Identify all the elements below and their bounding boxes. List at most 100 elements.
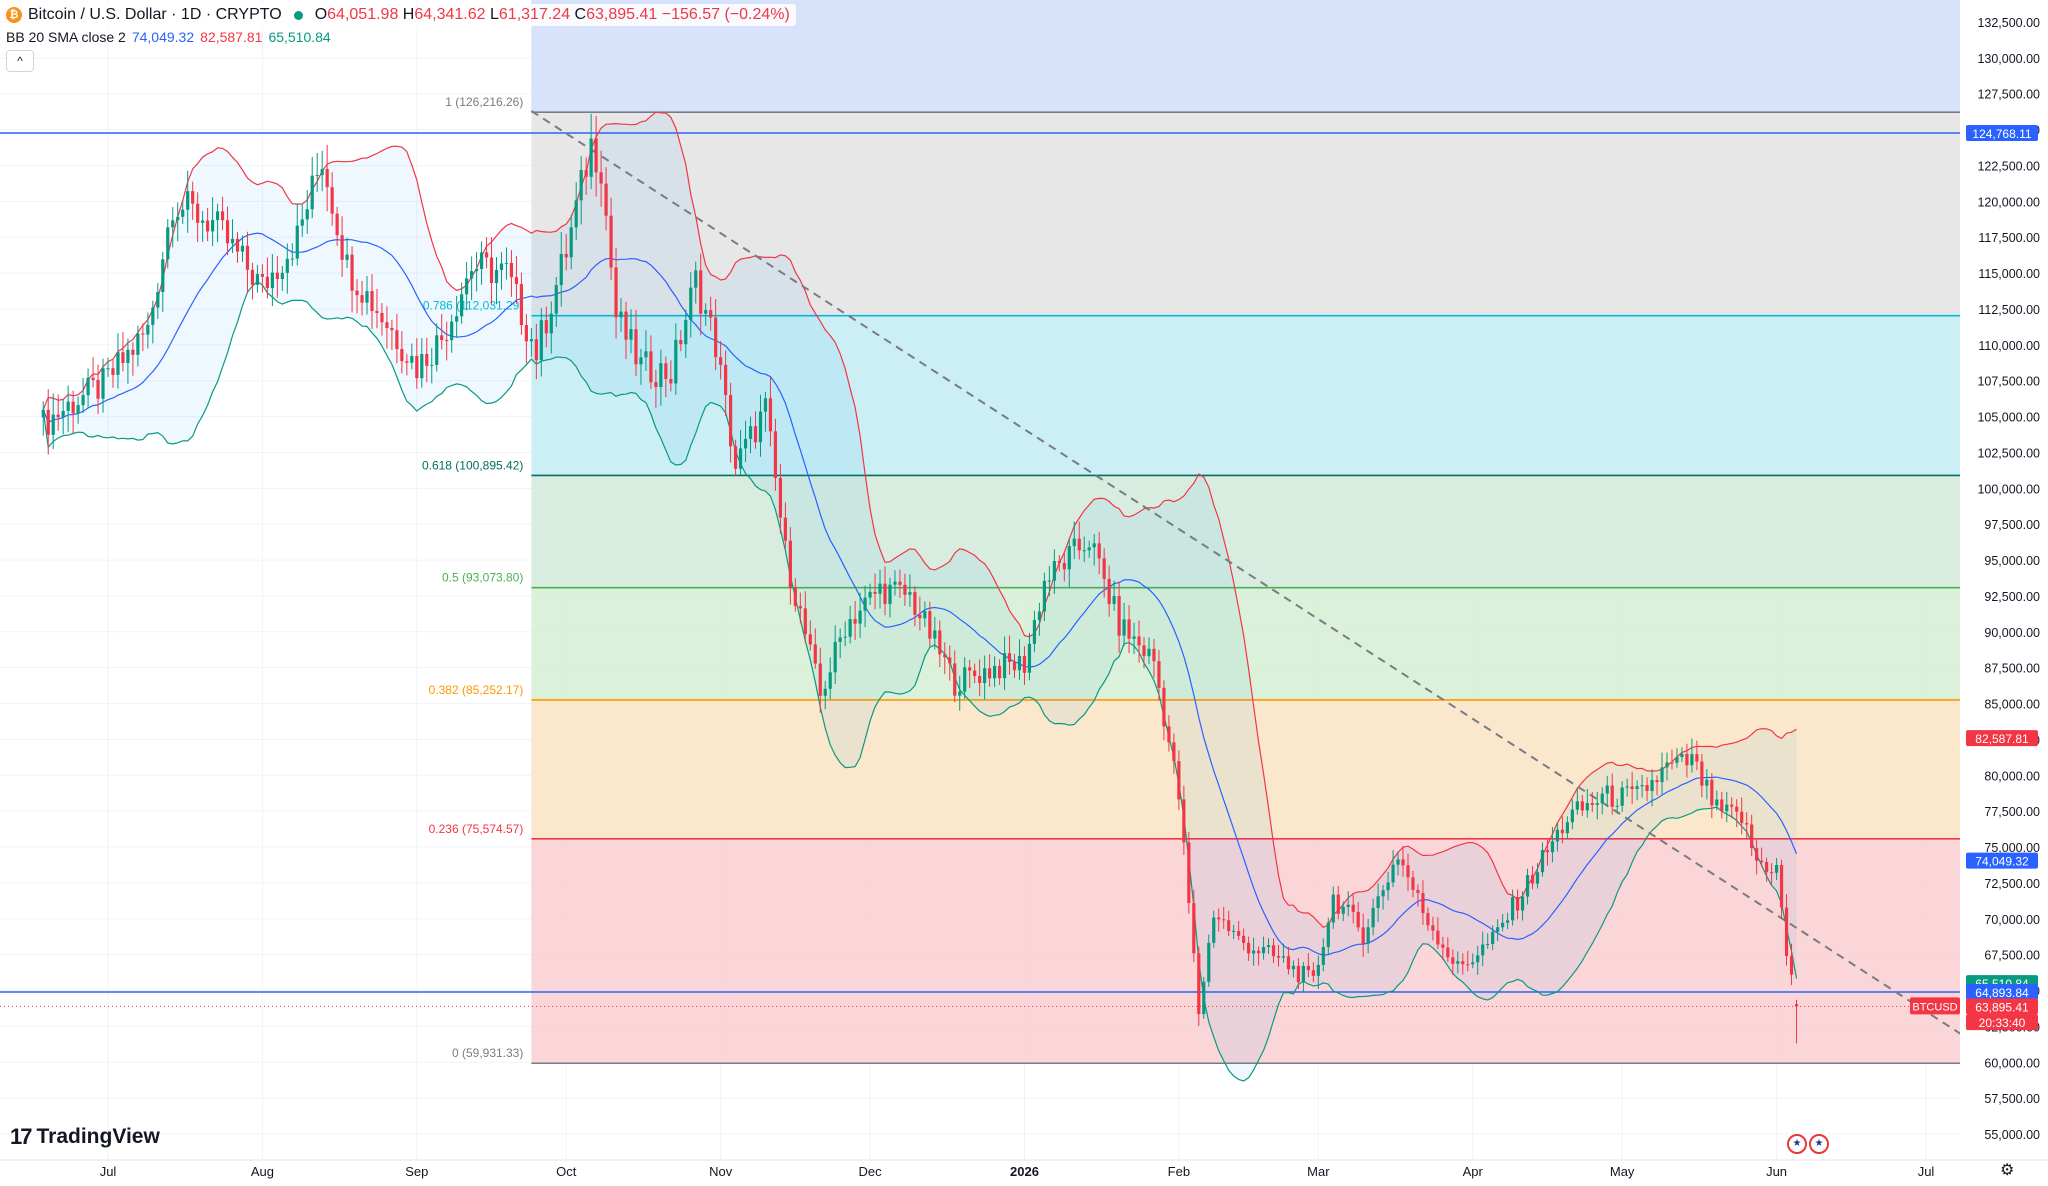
candle-body (1640, 785, 1644, 787)
price-tick-label: 87,500.00 (1984, 662, 2040, 676)
price-axis-background (1960, 0, 2048, 1160)
gear-icon[interactable]: ⚙ (2000, 1162, 2015, 1179)
candle-body (619, 311, 623, 318)
candle-body (335, 213, 339, 236)
candle-body (1182, 799, 1186, 843)
us-flag-icon[interactable]: ★ (1809, 1134, 1829, 1154)
candle-body (1411, 877, 1415, 890)
candle-body (933, 630, 937, 639)
candle-body (823, 688, 827, 696)
candle-body (196, 203, 200, 223)
candle-body (1152, 648, 1156, 662)
candle-body (1720, 799, 1724, 812)
candle-body (315, 175, 319, 177)
candle-body (1625, 786, 1629, 788)
time-tick-label: Apr (1463, 1164, 1484, 1179)
candle-body (136, 333, 140, 355)
candle-body (888, 584, 892, 604)
candle-body (873, 591, 877, 594)
candle-body (1461, 961, 1465, 965)
candle-body (126, 349, 130, 364)
bb-band-fill (43, 112, 1797, 1081)
candle-body (644, 351, 648, 358)
candle-body (539, 320, 543, 361)
candle-body (215, 211, 220, 221)
candle-body (1685, 753, 1689, 766)
candle-body (1032, 620, 1037, 644)
candle-body (1386, 882, 1390, 891)
candle-body (818, 663, 822, 696)
candle-body (1376, 896, 1380, 908)
candle-body (1755, 848, 1759, 861)
fib-level-label: 0.236 (75,574.57) (429, 822, 524, 836)
price-tick-label: 57,500.00 (1984, 1092, 2040, 1106)
candle-body (1107, 578, 1111, 604)
candle-body (963, 667, 967, 692)
close-label: C (574, 6, 587, 23)
candle-body (808, 634, 812, 645)
candle-body (983, 668, 987, 684)
event-badges[interactable]: ★ ★ (1787, 1134, 1829, 1154)
price-label-text: 82,587.81 (1975, 732, 2029, 746)
candle-body (121, 352, 125, 364)
candle-body (589, 138, 593, 177)
candle-body (325, 168, 329, 188)
fib-zone (531, 587, 1960, 700)
price-tick-label: 92,500.00 (1984, 590, 2040, 604)
candle-body (768, 398, 773, 432)
legend-collapse-button[interactable]: ^ (6, 50, 34, 72)
candle-body (709, 310, 713, 318)
time-tick-label: Jul (1918, 1164, 1935, 1179)
candle-body (460, 294, 464, 317)
candles (41, 113, 1799, 1044)
candle-body (1142, 645, 1146, 657)
candle-body (659, 363, 663, 387)
candle-body (913, 592, 917, 615)
candle-body (275, 272, 279, 279)
low-label: L (490, 6, 499, 23)
candle-body (1406, 865, 1410, 878)
candle-body (1147, 648, 1151, 657)
candle-body (380, 312, 384, 323)
price-tick-label: 70,000.00 (1984, 913, 2040, 927)
symbol-header[interactable]: ₿ Bitcoin / U.S. Dollar · 1D · CRYPTO O6… (6, 4, 796, 26)
bitcoin-coin-icon: ₿ (6, 7, 22, 23)
candle-body (1451, 957, 1455, 964)
candle-body (1306, 966, 1310, 971)
candle-body (1122, 619, 1126, 636)
candle-body (524, 325, 528, 342)
price-tick-label: 117,500.00 (1978, 231, 2040, 245)
candle-body (903, 584, 907, 595)
candle-body (420, 353, 424, 379)
time-axis: Jul Aug Sep Oct Nov Dec 2026 Feb Mar Apr May Jun Jul (0, 1159, 2048, 1186)
candle-body (410, 355, 414, 363)
candle-body (51, 414, 55, 435)
candle-body (1157, 661, 1161, 688)
candle-body (599, 172, 603, 184)
candle-body (1017, 655, 1022, 671)
candle-body (1271, 945, 1276, 957)
tradingview-logo[interactable]: 17 TradingView (10, 1124, 160, 1150)
chart-legend: ₿ Bitcoin / U.S. Dollar · 1D · CRYPTO O6… (6, 4, 796, 48)
indicator-legend[interactable]: BB 20 SMA close 2 74,049.32 82,587.81 65… (6, 26, 796, 48)
candle-body (923, 611, 927, 619)
candle-body (838, 637, 842, 642)
candle-body (111, 368, 115, 375)
candle-body (1471, 962, 1475, 965)
candle-body (788, 540, 792, 588)
candle-body (1605, 785, 1609, 794)
candle-body (166, 227, 170, 260)
candle-body (1436, 930, 1440, 945)
candle-body (594, 138, 598, 173)
price-tick-label: 97,500.00 (1984, 518, 2040, 532)
candle-body (928, 611, 932, 639)
time-tick-label: Jul (100, 1164, 117, 1179)
candle-body (1276, 956, 1281, 958)
candle-body (1286, 956, 1291, 970)
high-label: H (402, 6, 415, 23)
candle-body (305, 209, 309, 220)
candle-body (1321, 947, 1325, 965)
us-flag-icon[interactable]: ★ (1787, 1134, 1807, 1154)
